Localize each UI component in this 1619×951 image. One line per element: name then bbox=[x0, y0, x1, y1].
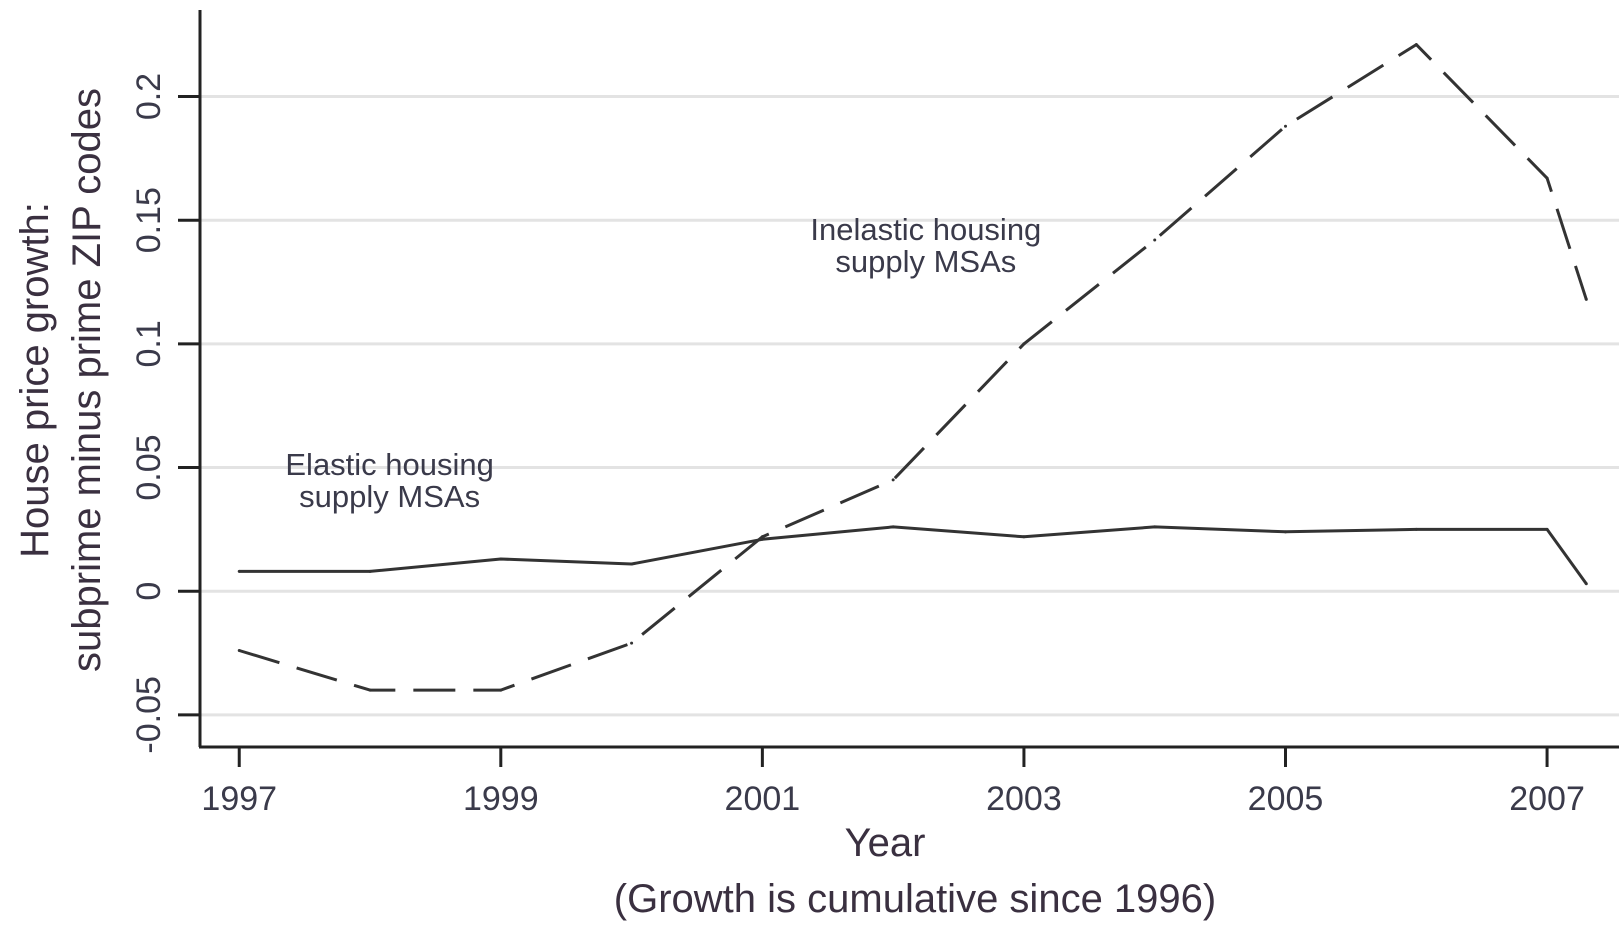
series-point bbox=[368, 569, 372, 573]
x-ticks: 1997 1999 2001 2003 2005 2007 bbox=[201, 747, 1585, 818]
series-point bbox=[237, 569, 241, 573]
series-point bbox=[237, 649, 241, 653]
series-group bbox=[237, 43, 1588, 692]
x-tick-label: 2003 bbox=[986, 780, 1062, 818]
y-tick-label: 0.15 bbox=[130, 187, 168, 253]
y-tick-label: 0 bbox=[130, 582, 168, 601]
gridlines bbox=[200, 95, 1619, 717]
series-point bbox=[1584, 582, 1588, 586]
series-point bbox=[368, 688, 372, 692]
series-point bbox=[1284, 124, 1288, 128]
y-ticks: -0.05 0 0.05 0.1 0.15 0.2 bbox=[130, 73, 200, 754]
x-axis-title: Year bbox=[845, 821, 926, 865]
series-point bbox=[499, 557, 503, 561]
axes bbox=[198, 10, 1619, 749]
y-tick-label: 0.05 bbox=[130, 434, 168, 500]
series-annotation-line: Elastic housing bbox=[285, 447, 494, 482]
x-tick-label: 2005 bbox=[1248, 780, 1324, 818]
x-tick-label: 2007 bbox=[1509, 780, 1585, 818]
series-point bbox=[891, 525, 895, 529]
y-axis-title-line1: House price growth: bbox=[13, 202, 57, 558]
series-point bbox=[630, 562, 634, 566]
series-line-inelastic bbox=[238, 43, 1588, 692]
series-point bbox=[1153, 238, 1157, 242]
series-point bbox=[1153, 525, 1157, 529]
series-point bbox=[499, 688, 503, 692]
series-point bbox=[1022, 535, 1026, 539]
series-point bbox=[630, 641, 634, 645]
series-point bbox=[1584, 297, 1588, 301]
y-tick-label: -0.05 bbox=[130, 676, 168, 754]
series-line-elastic bbox=[239, 525, 1588, 585]
series-point bbox=[1545, 527, 1549, 531]
x-tick-label: 2001 bbox=[725, 780, 801, 818]
x-tick-label: 1999 bbox=[463, 780, 539, 818]
x-axis-note: (Growth is cumulative since 1996) bbox=[614, 877, 1216, 921]
series-point bbox=[760, 535, 764, 539]
y-tick-label: 0.2 bbox=[130, 73, 168, 120]
series-point bbox=[1545, 176, 1549, 180]
series-point bbox=[1414, 43, 1418, 47]
series-annotation-line: Inelastic housing bbox=[810, 212, 1041, 247]
series-point bbox=[1414, 527, 1418, 531]
series-point bbox=[1022, 342, 1026, 346]
y-axis-title-line2: subprime minus prime ZIP codes bbox=[65, 88, 109, 672]
x-tick-label: 1997 bbox=[201, 780, 277, 818]
series-point bbox=[1284, 530, 1288, 534]
series-annotation-line: supply MSAs bbox=[299, 479, 480, 514]
y-tick-label: 0.1 bbox=[130, 320, 168, 367]
series-point bbox=[891, 478, 895, 482]
series-annotation-line: supply MSAs bbox=[835, 244, 1016, 279]
